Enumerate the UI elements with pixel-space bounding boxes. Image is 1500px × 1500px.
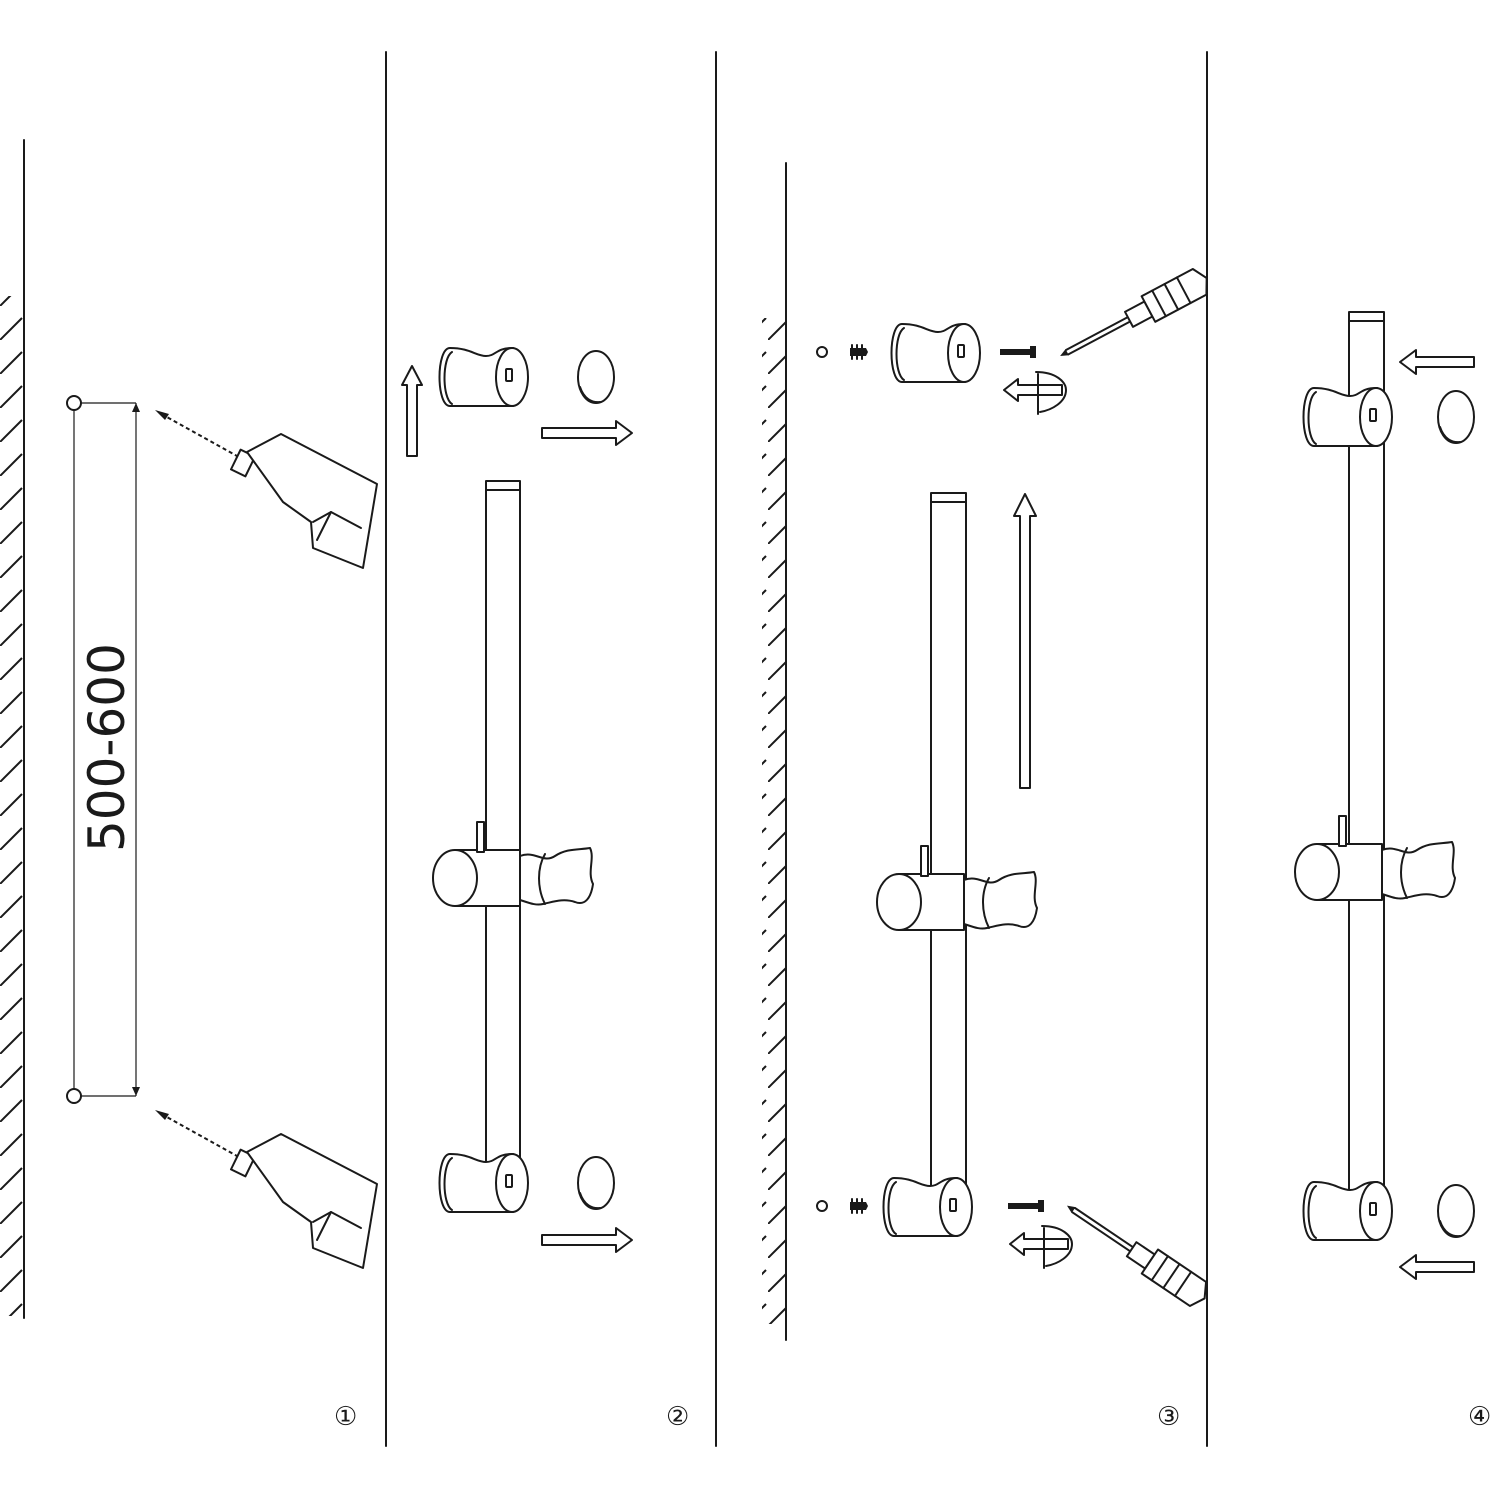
step-number-1: ① [334,1402,358,1432]
wall-bracket-top [1302,387,1393,447]
cover-cap-bottom [1437,1184,1475,1238]
arrow-up-icon [401,365,423,457]
panel-3-mounting [762,162,1215,1341]
step-number-3: ③ [1157,1402,1181,1432]
drill-icon [153,1108,379,1270]
screwdriver-icon [1057,1192,1214,1312]
arrow-left-icon [1399,1254,1475,1280]
wall-bracket-bottom [438,1153,529,1213]
screwdriver-icon [1052,264,1215,370]
panel-1-drilling [0,139,379,1319]
panel-2-parts [401,347,633,1253]
panel-4-caps [1294,311,1475,1280]
wall-plug-icon [816,1198,869,1214]
drill-icon [153,408,379,570]
slide-rail [485,480,521,1182]
wall-plug-icon [816,344,869,360]
step-number-4: ④ [1468,1402,1492,1432]
screw-icon [1008,1200,1044,1212]
wall-bracket-bottom [1302,1181,1393,1241]
cover-cap-top [1437,390,1475,444]
wall-hatching [0,296,24,1316]
step-number-2: ② [666,1402,690,1432]
rotate-icon [1003,371,1067,415]
dimension-label: 500-600 [78,643,136,852]
wall-bracket-top [890,323,981,383]
arrow-right-icon [541,420,633,446]
arrow-right-icon [541,1227,633,1253]
wall-hatching [762,318,786,1324]
dimension-line [66,395,140,1104]
wall-bracket-top [438,347,529,407]
cover-cap-top [577,350,615,404]
rotate-icon [1009,1225,1073,1269]
slide-rail [930,492,967,1206]
arrow-up-long-icon [1013,493,1037,789]
wall-bracket-bottom [882,1177,973,1237]
cover-cap-bottom [577,1156,615,1210]
screw-icon [1000,346,1036,358]
arrow-left-icon [1399,349,1475,375]
